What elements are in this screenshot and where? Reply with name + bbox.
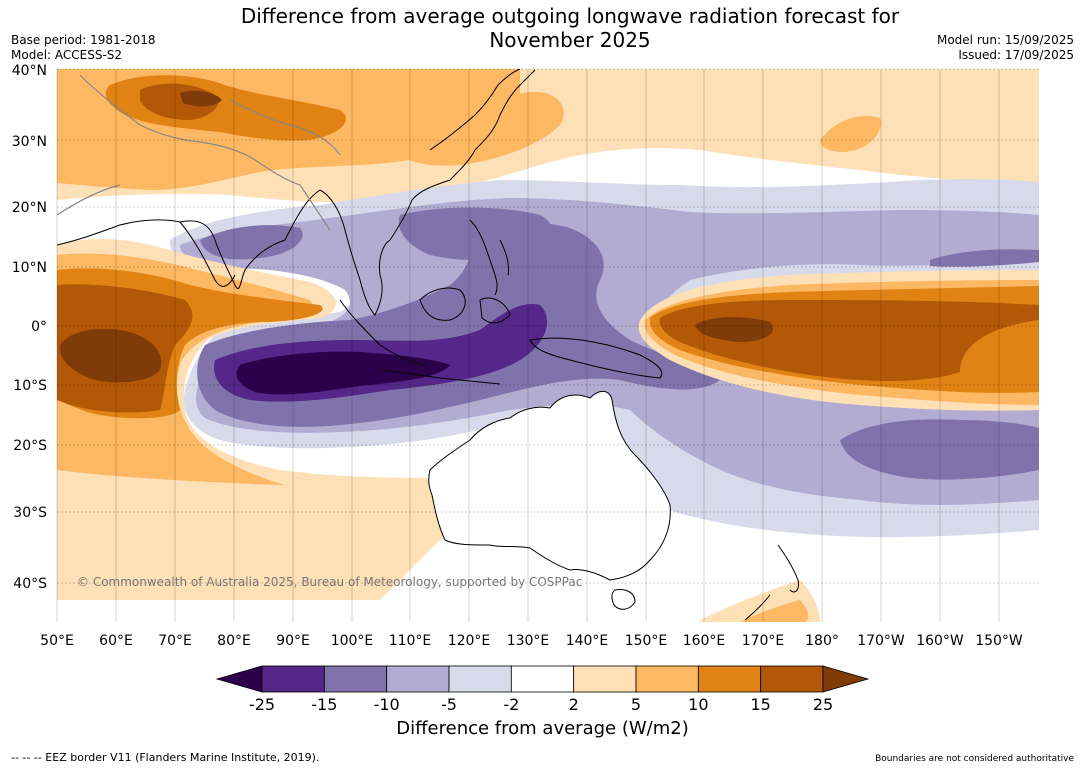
map-fill-layer [57,69,1039,622]
colorbar-tick-label: 5 [631,695,641,714]
lon-label: 140°E [566,633,609,649]
colorbar-swatch [573,665,637,693]
colorbar-arrow-min [215,665,263,693]
lat-label: 40°S [13,576,47,592]
lon-label: 150°E [625,633,668,649]
colorbar-tick-label: -15 [311,695,337,714]
colorbar-tick-label: -5 [441,695,457,714]
model-run: Model run: 15/09/2025 [936,33,1074,47]
lon-label: 100°E [331,633,374,649]
lon-label: 80°E [217,633,251,649]
map-meridians [56,69,1000,622]
country-borders [57,74,341,231]
lon-label: 130°E [507,633,550,649]
lat-label: 10°S [13,378,47,394]
lon-label: 70°E [158,633,192,649]
south-new-zealand-positive-mid [740,600,809,622]
colorbar-tick-label: 10 [688,695,708,714]
lon-label: 90°E [276,633,310,649]
negative-anomaly-strong-spcz [840,419,1039,480]
south-positive-light [57,470,440,600]
philippines-islands [469,219,509,296]
negative-anomaly-extreme [236,351,450,395]
negative-anomaly-strong-scs [398,207,553,261]
australia-landmass [428,391,671,581]
model-name: Model: ACCESS-S2 [11,48,123,62]
indonesia-islands [339,287,663,385]
lat-label: 0° [31,319,47,335]
lon-label: 170°W [857,633,905,649]
colorbar-swatch [386,665,450,693]
lon-label: 160°E [683,633,726,649]
west-indian-positive-peak [59,328,162,383]
title-line-2: November 2025 [489,28,651,52]
north-positive-anomaly-mid-pacific [820,116,881,152]
colorbar-swatch [261,665,325,693]
lon-label: 180° [805,633,839,649]
negative-anomaly-strong-north-pacific [930,249,1039,267]
colorbar-label: Difference from average (W/m2) [396,718,689,739]
lon-label: 110°E [389,633,432,649]
negative-anomaly-strong-north [200,225,303,260]
latitude-labels: 40°N 30°N 20°N 10°N 0° 10°S 20°S 30°S 40… [12,63,47,592]
copyright-notice: © Commonwealth of Australia 2025, Bureau… [77,575,582,589]
issued-date: Issued: 17/09/2025 [958,48,1074,62]
colorbar-swatch [760,665,824,693]
colorbar-tick-label: -2 [503,695,519,714]
eez-note: -- -- -- EEZ border V11 (Flanders Marine… [11,751,320,764]
colorbar-swatch [448,665,512,693]
lon-label: 170°E [742,633,785,649]
colorbar-swatch [697,665,762,693]
colorbar-tick-label: 15 [750,695,770,714]
lon-label: 150°W [975,633,1023,649]
boundaries-disclaimer: Boundaries are not considered authoritat… [875,754,1074,764]
colorbar-tick-label: 2 [569,695,579,714]
meta-right: Model run: 15/09/2025 Issued: 17/09/2025 [937,33,1074,63]
north-positive-anomaly-peak [180,90,222,107]
lat-label: 30°N [12,134,47,150]
map-title: Difference from average outgoing longwav… [190,4,950,52]
title-line-1: Difference from average outgoing longwav… [240,4,900,28]
lat-label: 20°S [13,438,47,454]
tasmania-landmass [611,589,636,610]
meta-left: Base period: 1981-2018 Model: ACCESS-S2 [11,33,156,63]
colorbar-tick-label: 25 [813,695,833,714]
colorbar-swatch [323,665,388,693]
colorbar-swatch [510,665,575,693]
lon-label: 120°E [448,633,491,649]
lat-label: 40°N [12,63,47,79]
lon-label: 160°W [916,633,964,649]
japan-islands [429,69,521,151]
colorbar-swatch [635,665,699,693]
lat-label: 30°S [13,505,47,521]
central-pacific-positive-peak [695,317,774,342]
india-coast [179,221,236,287]
nz-islands [744,544,799,621]
base-period: Base period: 1981-2018 [11,33,156,47]
asia-coastline [57,69,536,316]
lat-label: 20°N [12,200,47,216]
colorbar-arrow-max [822,665,870,693]
longitude-labels: 50°E 60°E 70°E 80°E 90°E 100°E 110°E 120… [40,633,1023,649]
lon-label: 50°E [40,633,74,649]
colorbar-tick-label: -10 [374,695,400,714]
lon-label: 60°E [99,633,133,649]
colorbar-tick-label: -25 [249,695,275,714]
colorbar: -25 -15 -10 -5 -2 2 5 10 15 25 [215,665,870,714]
lat-label: 10°N [12,260,47,276]
